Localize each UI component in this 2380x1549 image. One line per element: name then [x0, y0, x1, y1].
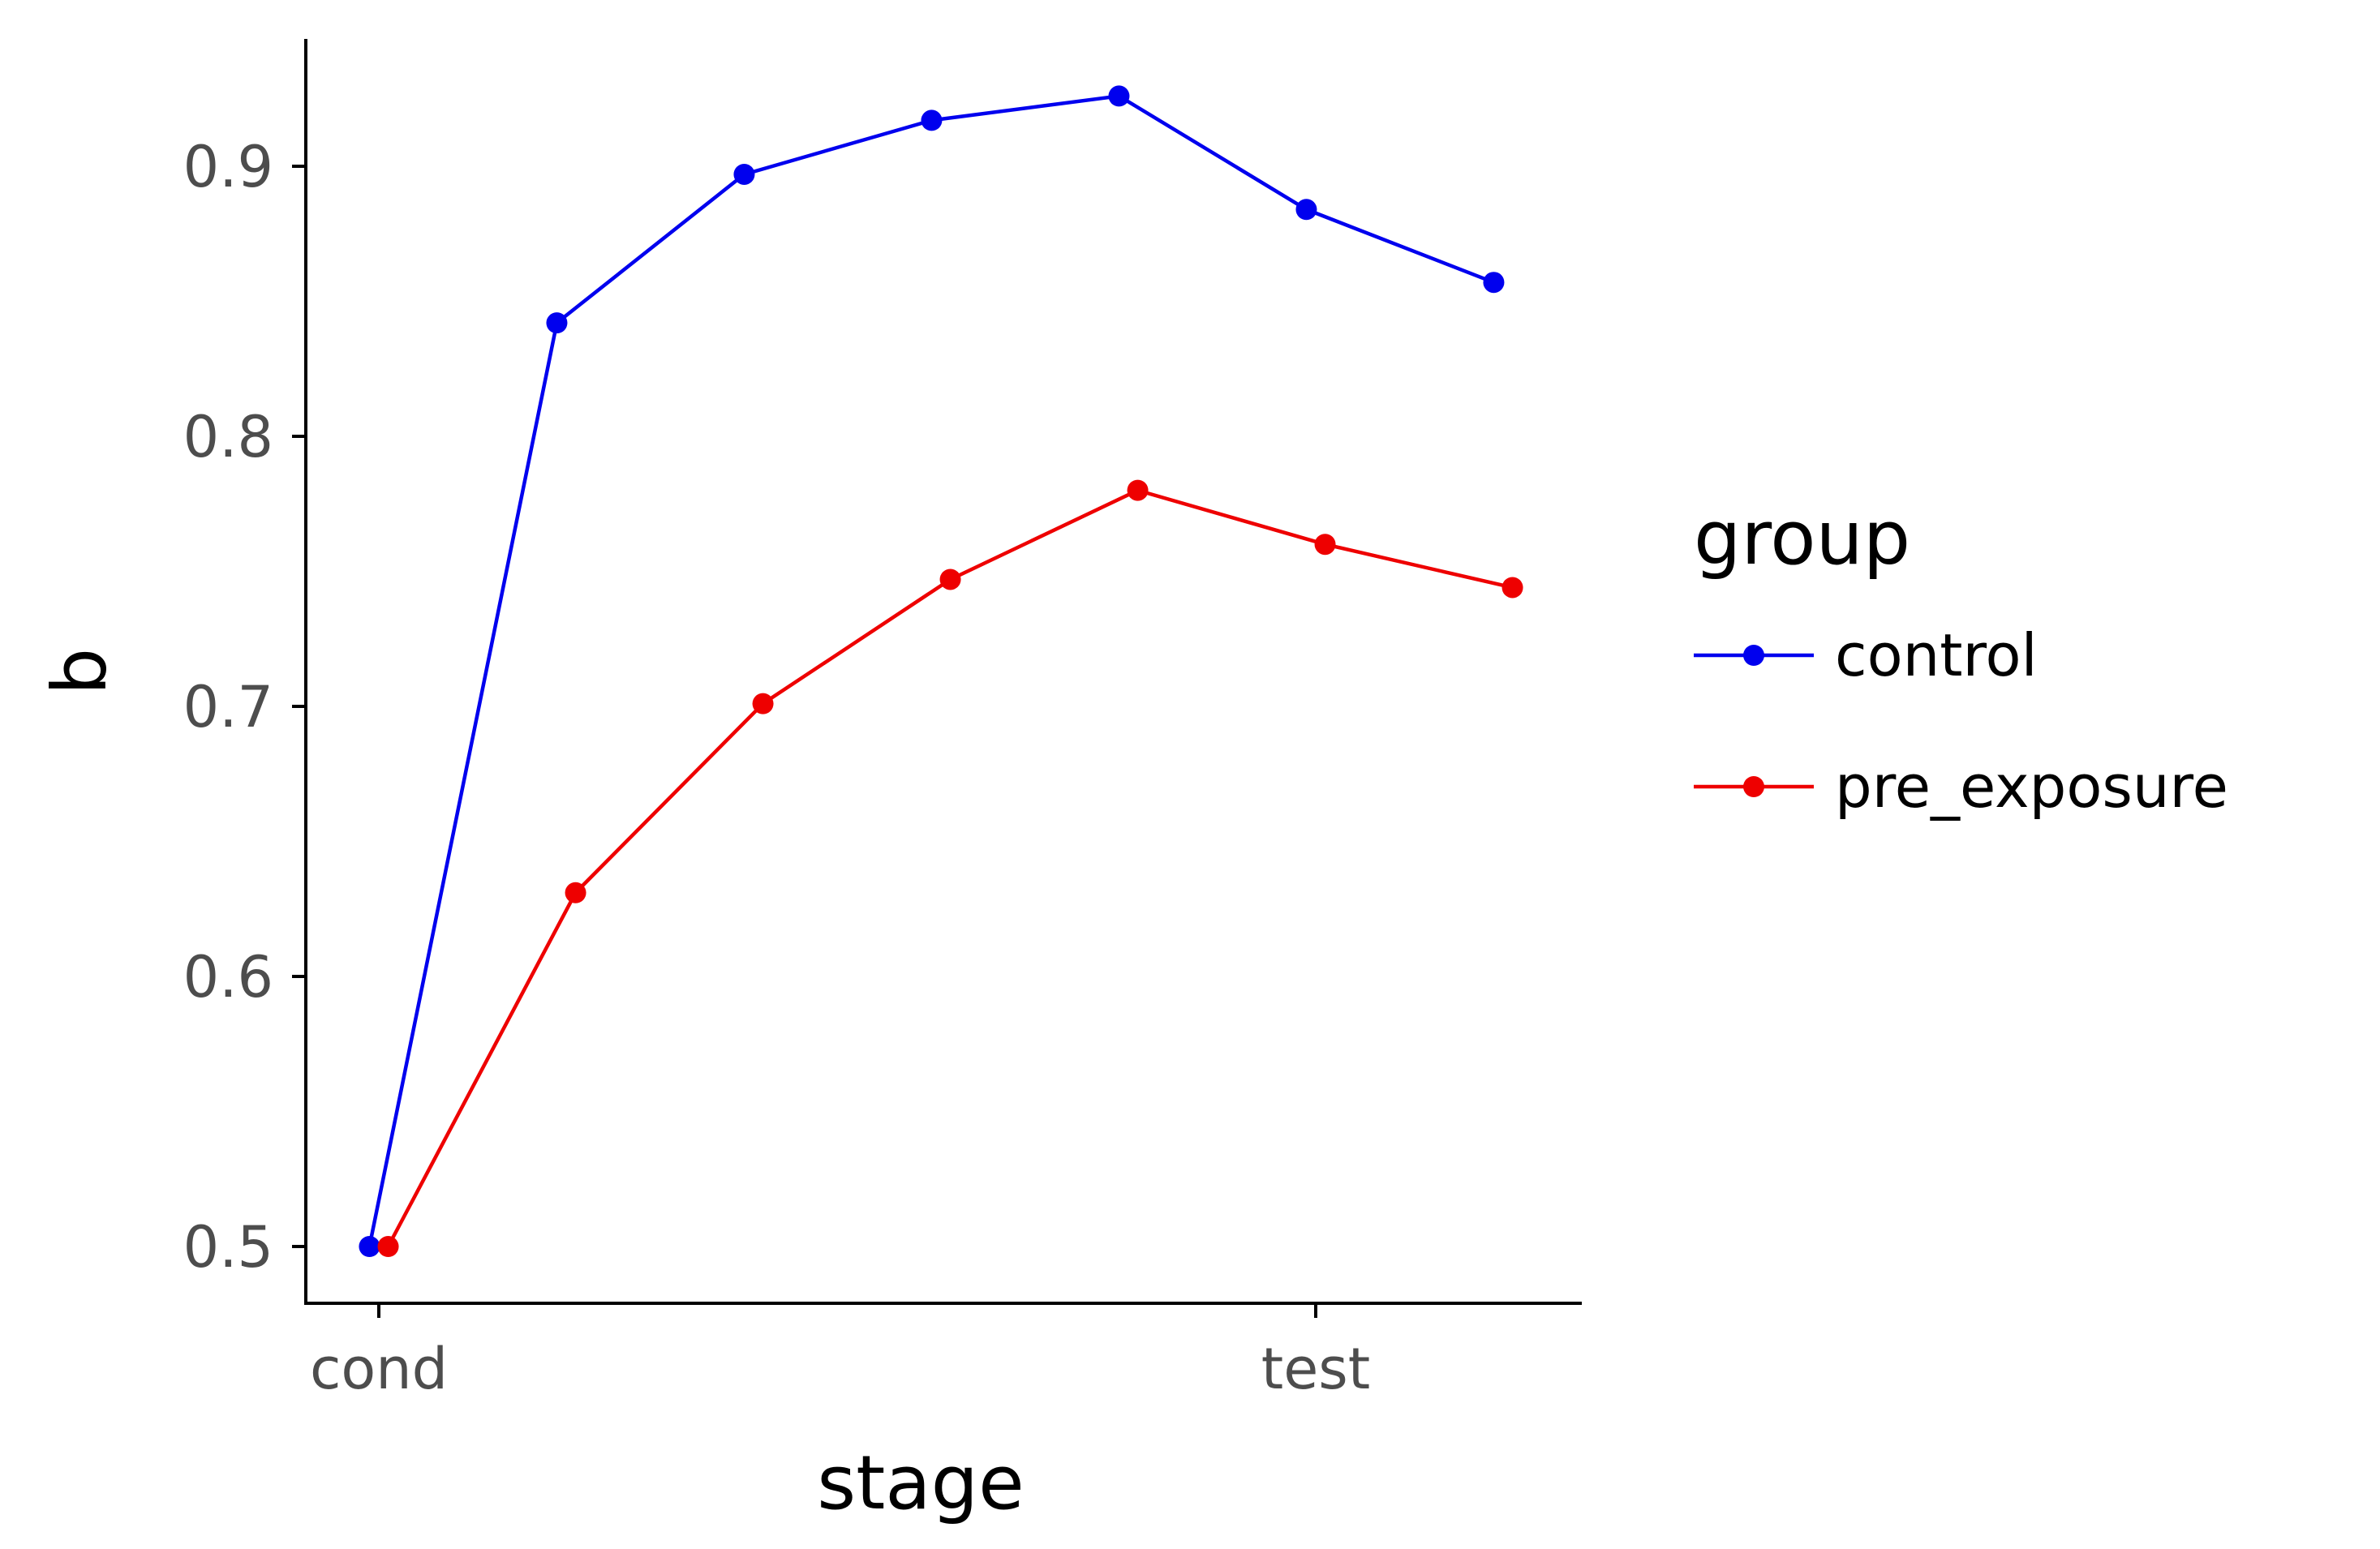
series-pre_exposure	[377, 479, 1523, 1257]
y-axis-ticks: 0.5 0.6 0.7 0.8 0.9	[183, 134, 306, 1281]
x-axis-title: stage	[817, 1440, 1024, 1526]
y-tick-label: 0.6	[183, 944, 273, 1010]
y-tick-label: 0.9	[183, 134, 273, 200]
data-point	[359, 1236, 380, 1257]
y-axis-title: b	[37, 648, 123, 695]
data-point	[377, 1236, 399, 1257]
legend-label: pre_exposure	[1835, 753, 2228, 821]
y-tick-label: 0.8	[183, 404, 273, 470]
legend: group control pre_exposure	[1694, 495, 2228, 821]
data-point	[1127, 479, 1149, 501]
x-axis-ticks: cond test	[310, 1303, 1370, 1402]
plot-area	[359, 85, 1523, 1257]
x-tick-label: cond	[310, 1336, 448, 1402]
data-point	[1108, 85, 1130, 107]
data-point	[1314, 534, 1336, 556]
y-tick-label: 0.5	[183, 1214, 273, 1281]
x-tick-label: test	[1261, 1336, 1370, 1402]
series-line	[386, 488, 1514, 1248]
data-point	[1483, 272, 1505, 294]
data-point	[1295, 199, 1317, 221]
data-point	[565, 882, 586, 903]
legend-key-point	[1743, 645, 1764, 666]
data-point	[1501, 577, 1523, 599]
series-control	[359, 85, 1505, 1257]
legend-title: group	[1694, 495, 1910, 581]
legend-item-control: control	[1694, 621, 2038, 689]
data-point	[921, 109, 943, 131]
legend-key-point	[1743, 776, 1764, 797]
data-point	[546, 312, 568, 334]
y-tick-label: 0.7	[183, 674, 273, 740]
series-line	[367, 94, 1495, 1247]
data-point	[752, 693, 774, 714]
data-point	[733, 163, 755, 185]
legend-item-pre_exposure: pre_exposure	[1694, 753, 2228, 821]
data-point	[939, 569, 961, 590]
legend-label: control	[1835, 621, 2038, 689]
